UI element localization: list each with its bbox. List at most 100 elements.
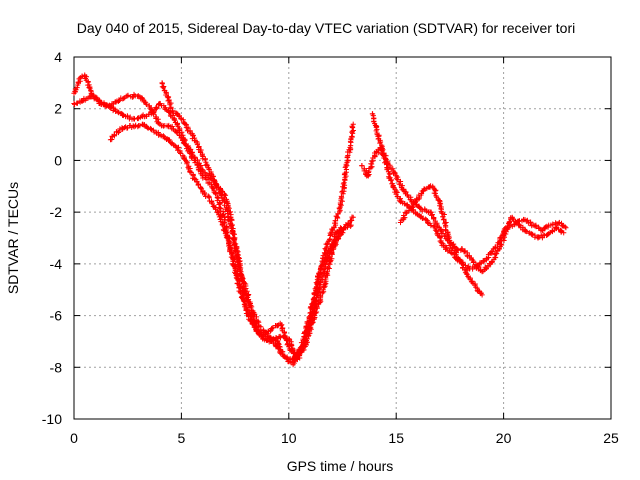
data-point (124, 125, 130, 131)
data-point (401, 212, 407, 219)
y-tick-label: 2 (54, 101, 62, 117)
y-tick-label: 4 (54, 49, 62, 65)
plot-frame (73, 56, 612, 420)
data-point (166, 97, 172, 103)
data-point (536, 224, 542, 230)
data-point (350, 127, 356, 134)
data-point (174, 110, 180, 116)
data-point (326, 237, 333, 243)
data-point (264, 331, 270, 337)
data-point (244, 307, 250, 313)
data-point (350, 214, 356, 220)
data-point (317, 280, 323, 286)
series-satellite-track-6 (369, 111, 567, 272)
data-point (234, 251, 240, 257)
data-point (447, 242, 453, 249)
data-point (277, 335, 284, 341)
y-tick-label: -8 (50, 359, 63, 375)
data-point (190, 133, 196, 139)
data-point (151, 109, 157, 115)
data-point (479, 292, 485, 298)
data-point (115, 98, 122, 104)
data-point (425, 220, 431, 226)
data-point (243, 285, 249, 292)
data-point (231, 231, 237, 237)
x-axis-label: GPS time / hours (287, 458, 394, 474)
data-point (348, 222, 354, 228)
series-satellite-track-4 (159, 80, 354, 363)
y-tick-label: -10 (42, 411, 62, 427)
data-point (184, 146, 190, 152)
data-points (71, 72, 569, 368)
data-point (144, 124, 150, 130)
data-point (377, 139, 384, 145)
data-point (326, 265, 332, 272)
data-point (269, 326, 275, 332)
data-point (323, 262, 329, 268)
series-satellite-track-1 (71, 72, 356, 360)
data-point (489, 259, 495, 265)
data-point (336, 205, 342, 211)
data-point (563, 225, 569, 231)
series-satellite-track-3 (107, 121, 343, 363)
data-point (376, 150, 382, 156)
series-satellite-track-7 (397, 183, 485, 298)
data-point (236, 255, 242, 261)
data-point (393, 175, 399, 181)
data-point (432, 190, 438, 196)
data-point (516, 222, 522, 228)
data-point (460, 262, 466, 268)
data-point (449, 245, 455, 251)
data-point (74, 85, 80, 91)
data-point (524, 217, 530, 223)
data-point (139, 95, 145, 101)
data-point (246, 291, 252, 298)
y-tick-label: 0 (54, 152, 62, 168)
data-point (308, 304, 314, 310)
data-point (253, 314, 260, 320)
data-point (380, 151, 386, 157)
data-point (147, 125, 153, 132)
data-point (202, 157, 208, 163)
data-point (286, 344, 292, 350)
data-point (320, 290, 326, 296)
data-point (341, 180, 347, 186)
data-point (212, 178, 218, 184)
data-point (459, 246, 465, 252)
data-point (344, 224, 351, 230)
x-tick-label: 25 (603, 430, 619, 446)
data-point (202, 169, 208, 175)
data-point (219, 213, 225, 219)
x-tick-label: 0 (70, 430, 78, 446)
data-point (244, 288, 250, 294)
x-tick-label: 20 (496, 430, 512, 446)
data-point (291, 354, 297, 360)
data-point (332, 220, 338, 226)
data-point (562, 224, 568, 230)
data-point (125, 92, 131, 98)
data-point (255, 318, 261, 324)
data-point (327, 248, 333, 255)
data-point (74, 100, 80, 106)
data-point (420, 215, 426, 221)
data-point (267, 334, 273, 340)
data-point (212, 182, 218, 188)
series-satellite-track-5 (359, 144, 569, 275)
data-point (221, 228, 227, 234)
data-point (210, 174, 216, 180)
data-point (108, 105, 114, 111)
x-tick-label: 5 (178, 430, 186, 446)
y-axis-label: SDTVAR / TECUs (5, 182, 21, 294)
data-point (243, 304, 249, 310)
data-point (348, 217, 354, 224)
data-point (456, 257, 462, 263)
data-point (240, 292, 246, 298)
data-point (304, 319, 310, 325)
data-point (334, 214, 340, 220)
data-point (319, 263, 325, 269)
data-point (307, 318, 313, 324)
data-point (187, 150, 193, 157)
x-tick-label: 10 (281, 430, 297, 446)
data-point (111, 132, 118, 138)
